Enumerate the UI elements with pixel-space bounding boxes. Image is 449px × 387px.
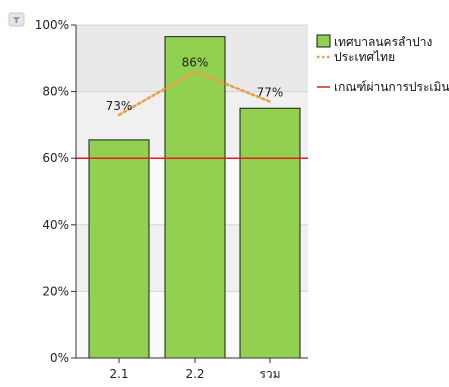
legend: เทศบาลนครลำปางประเทศไทยเกณฑ์ผ่านการประเม… — [316, 34, 449, 94]
legend-label: เกณฑ์ผ่านการประเมิน — [334, 80, 449, 94]
y-axis-ticks: 0% 20% 40% 60% 80% 100% — [35, 18, 76, 365]
y-tick-label: 40% — [42, 218, 69, 232]
bar — [239, 107, 301, 359]
filter-icon[interactable] — [8, 12, 25, 27]
y-tick-label: 60% — [42, 151, 69, 165]
y-tick-label: 0% — [50, 351, 69, 365]
x-tick-label: รวม — [259, 367, 280, 381]
data-label: 73% — [106, 99, 133, 113]
y-tick-label: 20% — [42, 284, 69, 298]
x-tick-label: 2.2 — [185, 367, 204, 381]
data-labels: 73% 86% 77% — [106, 56, 284, 113]
legend-label: ประเทศไทย — [334, 50, 395, 64]
legend-swatch-bar — [316, 34, 331, 48]
line-series — [117, 70, 272, 117]
x-tick-label: 2.1 — [109, 367, 128, 381]
y-tick-label: 100% — [35, 18, 69, 32]
bar — [164, 36, 226, 359]
bar — [88, 139, 150, 359]
axes — [75, 25, 308, 359]
x-axis-ticks: 2.1 2.2 รวม — [109, 358, 281, 381]
data-label: 86% — [182, 56, 209, 70]
legend-label: เทศบาลนครลำปาง — [334, 35, 432, 49]
y-tick-label: 80% — [42, 85, 69, 99]
data-label: 77% — [257, 86, 284, 100]
